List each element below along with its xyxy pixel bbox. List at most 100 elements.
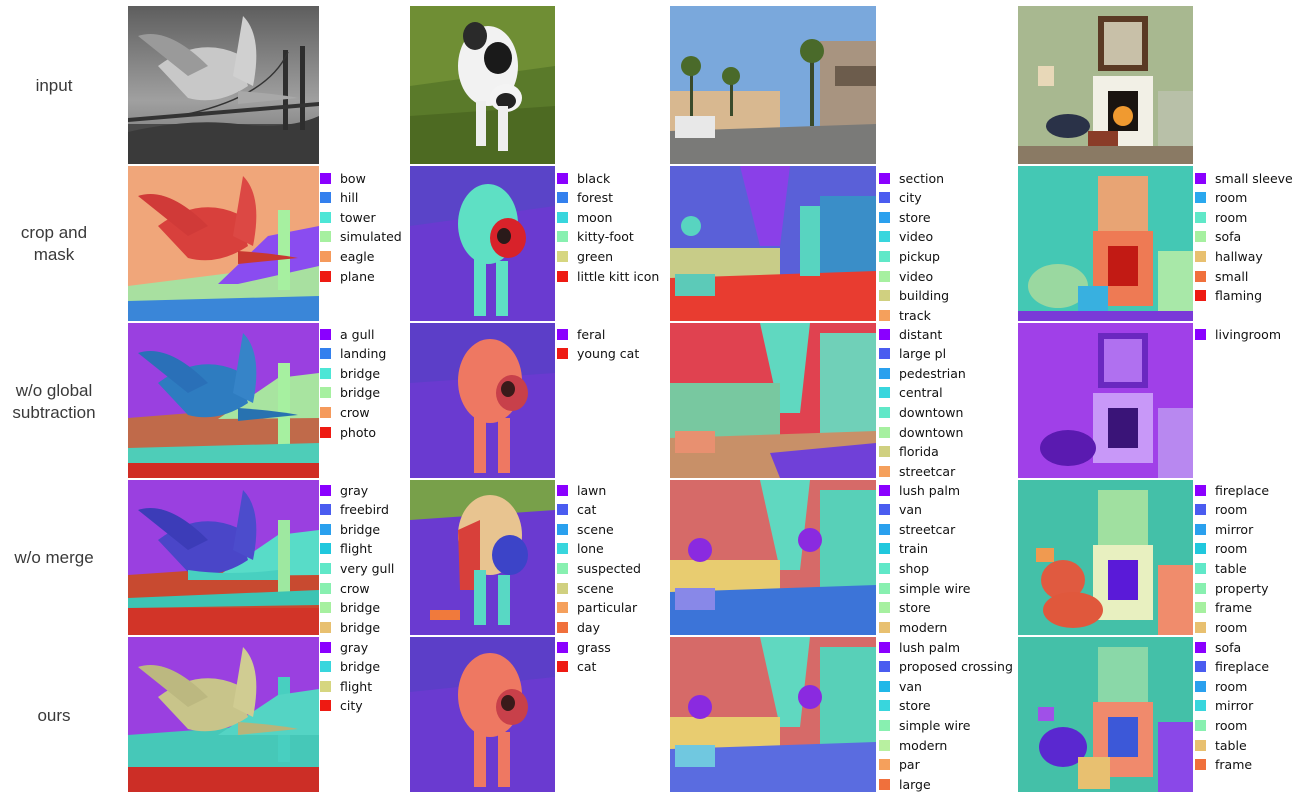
legend-label: crow: [340, 580, 370, 596]
legend-swatch: [1195, 270, 1206, 282]
legend-swatch: [557, 328, 568, 340]
legend-label: eagle: [340, 248, 375, 264]
legend-swatch: [879, 759, 890, 771]
legend-item: gray: [320, 480, 368, 500]
legend-label: room: [1215, 717, 1248, 733]
legend-item: hill: [320, 188, 358, 208]
legend-item: lush palm: [879, 637, 960, 657]
legend-swatch: [320, 641, 331, 653]
legend-label: gray: [340, 639, 369, 655]
legend-item: flight: [320, 676, 372, 696]
seagull-input-image: [128, 6, 319, 164]
cat-ours-segmentation: [410, 637, 555, 792]
legend-swatch: [879, 367, 890, 379]
legend-item: proposed crossing: [879, 657, 1013, 677]
legend-item: simulated: [320, 227, 402, 247]
legend-label: particular: [577, 600, 638, 616]
legend-label: pedestrian: [899, 365, 966, 381]
legend-item: van: [879, 676, 922, 696]
legend-item: small sleeve: [1195, 168, 1293, 188]
legend-label: city: [899, 190, 922, 206]
legend-swatch: [879, 446, 890, 458]
legend-swatch: [557, 543, 568, 555]
legend-swatch: [320, 172, 331, 184]
legend-label: kitty-foot: [577, 229, 634, 245]
legend-swatch: [1195, 641, 1206, 653]
legend-item: video: [879, 266, 933, 286]
legend-item: section: [879, 168, 944, 188]
legend-swatch: [557, 172, 568, 184]
legend-item: landing: [320, 344, 386, 364]
legend-swatch: [320, 602, 331, 614]
legend-swatch: [320, 621, 331, 633]
legend-item: lone: [557, 539, 604, 559]
legend-swatch: [879, 621, 890, 633]
legend-item: table: [1195, 735, 1247, 755]
legend-label: tower: [340, 209, 376, 225]
legend-label: pickup: [899, 248, 940, 264]
legend-swatch: [320, 661, 331, 673]
legend-label: train: [899, 541, 929, 557]
legend-item: city: [879, 188, 922, 208]
legend-label: bridge: [340, 600, 381, 616]
livingroom-wo-global-subtraction-segmentation: [1018, 323, 1193, 478]
legend-swatch: [557, 523, 568, 535]
legend-label: room: [1215, 190, 1248, 206]
legend-label: scene: [577, 521, 614, 537]
legend-item: very gull: [320, 558, 394, 578]
legend-label: large: [899, 776, 931, 792]
legend-item: bridge: [320, 657, 380, 677]
legend-item: large: [879, 774, 931, 794]
legend-label: very gull: [340, 560, 395, 576]
street-ours-segmentation: [670, 637, 876, 792]
legend-item: room: [1195, 617, 1247, 637]
legend-label: video: [899, 229, 934, 245]
legend-label: freebird: [340, 502, 389, 518]
legend-swatch: [1195, 680, 1206, 692]
row-label-wo-merge: w/o merge: [14, 548, 94, 567]
legend-item: fireplace: [1195, 480, 1269, 500]
legend-label: lawn: [577, 482, 607, 498]
legend-swatch: [879, 680, 890, 692]
legend-label: photo: [340, 424, 377, 440]
legend-swatch: [557, 602, 568, 614]
legend-label: table: [1215, 737, 1247, 753]
legend-item: large pl: [879, 344, 946, 364]
legend-label: lush palm: [899, 482, 961, 498]
legend-swatch: [1195, 172, 1206, 184]
legend-label: forest: [577, 190, 614, 206]
legend-label: city: [340, 698, 363, 714]
legend-label: table: [1215, 560, 1247, 576]
legend-swatch: [557, 250, 568, 262]
legend-item: property: [1195, 578, 1269, 598]
legend-label: bridge: [340, 659, 381, 675]
legend-item: day: [557, 617, 600, 637]
legend-swatch: [879, 719, 890, 731]
legend-item: flaming: [1195, 286, 1262, 306]
legend-label: sofa: [1215, 639, 1242, 655]
legend-label: central: [899, 385, 943, 401]
legend-swatch: [879, 426, 890, 438]
legend-item: green: [557, 246, 613, 266]
legend-swatch: [1195, 290, 1206, 302]
row-label-ours: ours: [37, 706, 71, 725]
livingroom-input-image: [1018, 6, 1193, 164]
legend-item: bridge: [320, 617, 380, 637]
legend-swatch: [879, 739, 890, 751]
legend-label: proposed crossing: [899, 659, 1013, 675]
street-crop-and-mask-segmentation: [670, 166, 876, 321]
legend-item: scene: [557, 519, 614, 539]
legend-label: fireplace: [1215, 482, 1270, 498]
legend-swatch: [1195, 231, 1206, 243]
legend-item: streetcar: [879, 461, 955, 481]
row-label-wo-global-subtraction: w/o global subtraction: [12, 381, 96, 422]
legend-swatch: [557, 192, 568, 204]
legend-label: landing: [340, 346, 387, 362]
legend-item: feral: [557, 324, 605, 344]
cat-input-image: [410, 6, 555, 164]
legend-swatch: [557, 582, 568, 594]
legend-swatch: [879, 211, 890, 223]
legend-label: lush palm: [899, 639, 961, 655]
legend-label: bow: [340, 170, 366, 186]
legend-label: cat: [577, 502, 597, 518]
